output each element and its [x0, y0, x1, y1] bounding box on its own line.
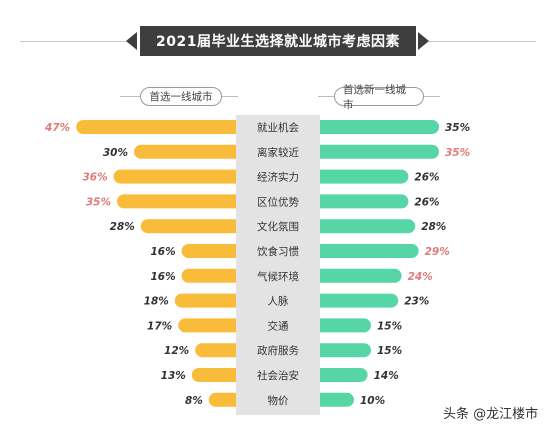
right-bar: [312, 343, 371, 358]
category-cell: [236, 215, 320, 238]
right-value-label: 28%: [421, 221, 446, 233]
right-value-label: 15%: [377, 345, 402, 357]
category-cell: [236, 264, 320, 287]
right-value-label: 10%: [360, 395, 385, 407]
title-rule-right: [428, 41, 536, 42]
title-rule-left: [20, 41, 128, 42]
legend-rule-left-a: [120, 96, 142, 97]
category-label: 区位优势: [257, 195, 299, 208]
right-value-label: 29%: [425, 246, 450, 258]
right-bar: [312, 268, 402, 283]
right-value-label: 35%: [445, 147, 470, 159]
left-value-label: 47%: [44, 122, 70, 134]
left-value-label: 13%: [161, 370, 186, 382]
legend-rule-right-b: [418, 96, 440, 97]
right-value-label: 14%: [374, 370, 399, 382]
left-bar: [174, 293, 244, 308]
left-bar: [178, 318, 244, 333]
right-value-label: 26%: [414, 172, 439, 184]
right-value-label: 15%: [377, 320, 402, 332]
left-bar: [117, 194, 244, 209]
legend-right: 首选新一线城市: [334, 84, 424, 111]
right-bar: [312, 293, 399, 308]
right-bar: [312, 392, 354, 407]
left-value-label: 16%: [150, 271, 175, 283]
left-value-label: 28%: [110, 221, 135, 233]
right-bar: [312, 368, 368, 382]
right-bar: [312, 169, 409, 184]
category-cell: [236, 116, 320, 138]
left-value-label: 18%: [144, 296, 169, 308]
left-value-label: 30%: [103, 147, 128, 159]
category-label: 就业机会: [257, 121, 299, 134]
left-bar: [181, 244, 244, 258]
left-value-label: 35%: [86, 196, 111, 208]
right-value-label: 35%: [445, 122, 470, 134]
left-bar: [140, 219, 244, 234]
category-label: 饮食习惯: [257, 245, 299, 258]
category-label: 文化氛围: [257, 220, 299, 233]
category-label: 离家较近: [257, 146, 299, 159]
category-cell: [236, 165, 320, 188]
right-value-label: 24%: [408, 271, 433, 283]
right-value-label: 26%: [414, 196, 439, 208]
left-value-label: 17%: [147, 320, 172, 332]
title-chevron-right: [418, 32, 429, 50]
category-cell: [236, 240, 320, 262]
left-value-label: 16%: [150, 246, 175, 258]
left-bar: [134, 144, 244, 159]
category-cell: [236, 364, 320, 386]
category-cell: [236, 314, 320, 337]
category-cell: [236, 190, 320, 213]
category-label: 物价: [268, 394, 289, 407]
category-cell: [236, 140, 320, 163]
left-bar: [181, 268, 244, 283]
right-value-label: 23%: [404, 296, 429, 308]
left-bar: [76, 120, 244, 134]
right-bar: [312, 144, 439, 159]
left-bar: [113, 169, 244, 184]
left-value-label: 12%: [164, 345, 189, 357]
chart-title: 2021届毕业生选择就业城市考虑因素: [140, 26, 416, 56]
category-label: 社会治安: [257, 369, 299, 382]
title-chevron-left: [126, 32, 137, 50]
category-label: 人脉: [268, 295, 289, 308]
legend-left: 首选一线城市: [140, 87, 222, 106]
left-value-label: 36%: [82, 172, 107, 184]
left-bar: [191, 368, 244, 382]
right-bar: [312, 244, 419, 258]
category-cell: [236, 339, 320, 362]
left-bar: [195, 343, 244, 358]
left-bar: [208, 392, 244, 407]
right-bar: [312, 219, 416, 234]
legend-rule-left-b: [220, 96, 238, 97]
category-label: 经济实力: [257, 171, 299, 184]
right-bar: [312, 120, 439, 134]
category-cell: [236, 289, 320, 312]
legend-rule-right-a: [318, 96, 338, 97]
category-label: 政府服务: [257, 344, 299, 357]
right-bar: [312, 318, 371, 333]
category-label: 交通: [268, 319, 289, 332]
left-value-label: 8%: [185, 395, 203, 407]
watermark: 头条 @龙江楼市: [440, 402, 542, 423]
category-cell: [236, 388, 320, 411]
category-label: 气候环境: [257, 270, 299, 283]
right-bar: [312, 194, 409, 209]
